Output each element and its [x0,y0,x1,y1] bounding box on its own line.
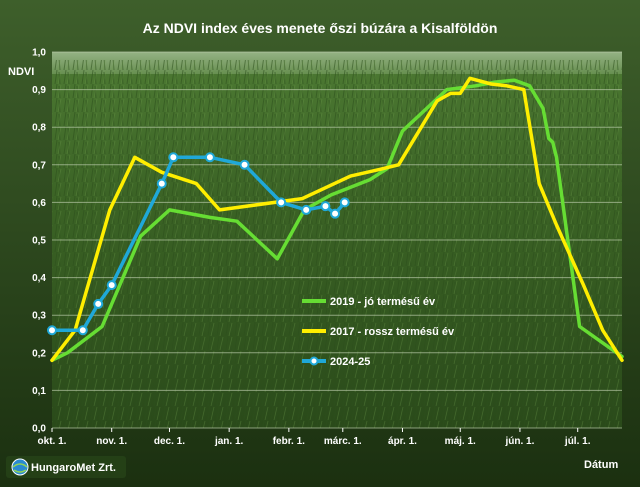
series-1 [50,78,624,363]
legend-label-2017: 2017 - rossz termésű év [330,326,455,338]
legend: 2019 - jó termésű év 2017 - rossz termés… [302,296,455,368]
y-tick-label: 0,3 [32,311,46,322]
data-point [168,152,179,163]
grid-lines [52,51,622,429]
y-axis-label: NDVI [8,66,34,78]
x-tick-label: nov. 1. [96,436,127,447]
data-point [106,280,117,291]
data-point [47,325,57,336]
x-axis-label: Dátum [584,459,618,471]
legend-item-2024-25: 2024-25 [302,356,370,368]
y-tick-label: 0,0 [32,424,46,435]
data-point [330,208,341,219]
data-point [204,152,215,163]
x-tick-label: okt. 1. [38,436,67,447]
data-point [77,325,88,336]
data-point [320,201,331,212]
x-tick-label: márc. 1. [324,436,362,447]
series-2 [50,76,624,363]
legend-label-2024-25: 2024-25 [330,356,370,368]
x-axis-ticks: okt. 1. nov. 1. dec. 1. jan. 1. febr. 1. márc… [38,428,591,447]
x-tick-label: máj. 1. [445,436,476,447]
x-tick-label: ápr. 1. [388,436,417,447]
chart-title: Az NDVI index éves menete őszi búzára a … [143,20,498,36]
data-point [301,204,312,215]
y-axis-ticks: 0,0 0,1 0,2 0,3 0,4 0,5 0,6 0,7 0,8 0,9 1,0 [32,48,46,435]
data-point [276,197,287,208]
logo-text: HungaroMet Zrt. [31,462,116,474]
legend-item-2017: 2017 - rossz termésű év [302,326,455,338]
series-line [50,76,624,363]
x-tick-label: dec. 1. [154,436,185,447]
y-tick-label: 0,2 [32,348,46,359]
y-tick-label: 0,8 [32,123,46,134]
y-tick-label: 0,4 [32,273,46,284]
legend-item-2019: 2019 - jó termésű év [302,296,436,308]
y-tick-label: 0,1 [32,386,46,397]
series-line [50,78,624,363]
y-tick-label: 0,7 [32,160,46,171]
x-tick-label: júl. 1. [564,436,591,447]
data-point [156,178,167,189]
data-point [93,298,104,309]
y-tick-label: 0,6 [32,198,46,209]
y-tick-label: 1,0 [32,48,46,59]
data-point [239,159,250,170]
hungaromet-logo: HungaroMet Zrt. [6,456,126,478]
data-point [339,197,350,208]
series-3 [47,152,350,336]
y-tick-label: 0,9 [32,85,46,96]
x-tick-label: jan. 1. [214,436,244,447]
x-tick-label: jún. 1. [504,436,534,447]
y-tick-label: 0,5 [32,236,46,247]
series-group [47,76,624,363]
x-tick-label: febr. 1. [273,436,305,447]
legend-label-2019: 2019 - jó termésű év [330,296,436,308]
